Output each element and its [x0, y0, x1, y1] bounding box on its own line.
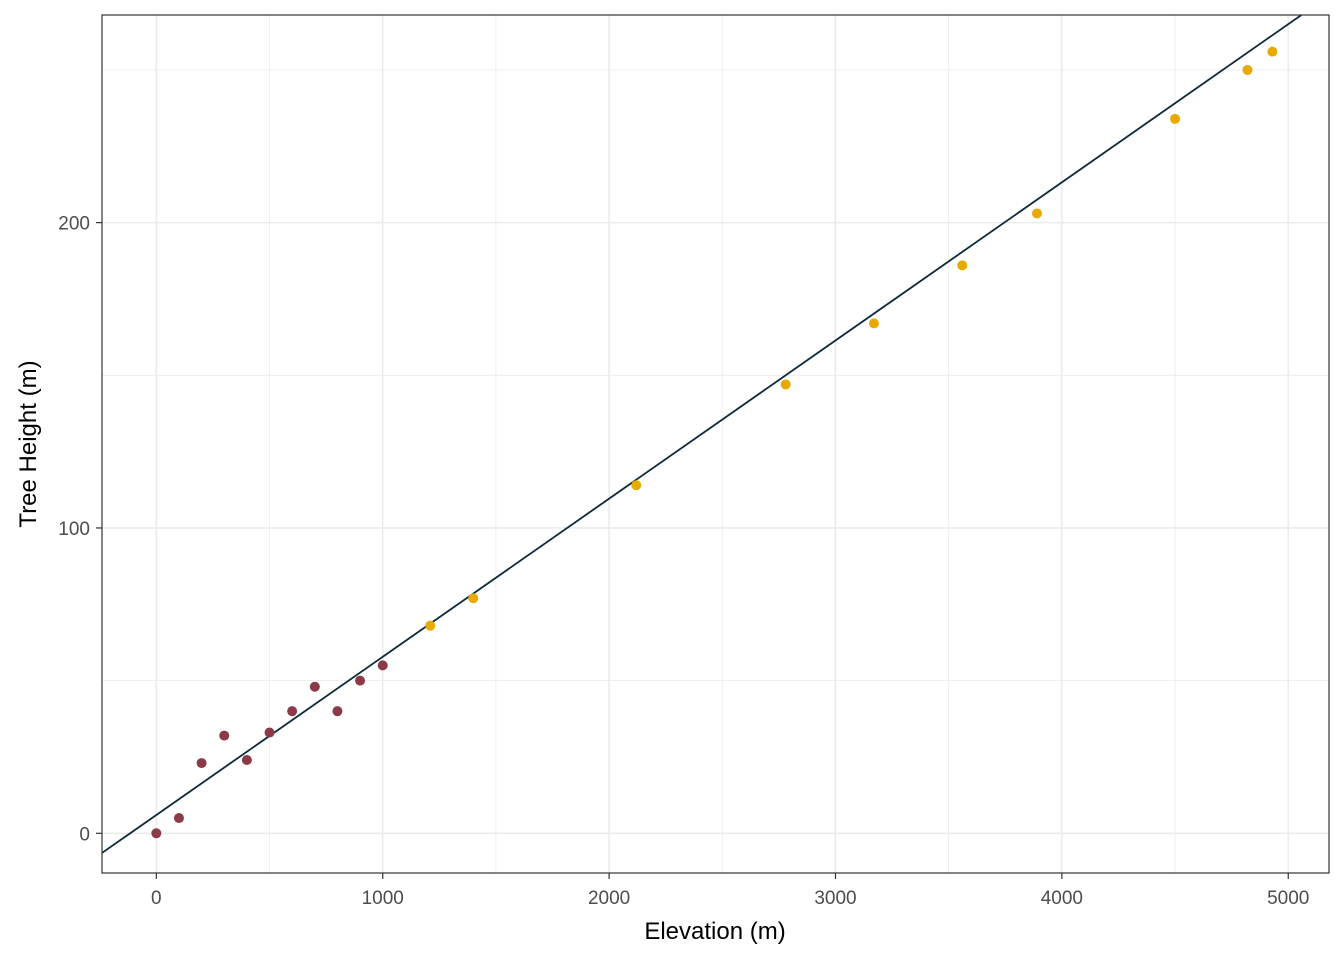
panel-border	[101, 14, 1330, 874]
y-axis-title: Tree Height (m)	[15, 360, 42, 527]
data-point	[219, 730, 230, 741]
data-point	[377, 660, 388, 671]
x-tick-label: 4000	[1041, 888, 1083, 909]
data-point	[1031, 208, 1042, 219]
data-point	[1242, 64, 1253, 75]
x-tick-label: 3000	[814, 888, 856, 909]
fit-line	[101, 14, 1302, 854]
data-point	[309, 681, 320, 692]
y-tick-label: 100	[58, 519, 90, 540]
data-point	[287, 706, 298, 717]
data-point	[780, 379, 791, 390]
data-point	[468, 593, 479, 604]
x-tick-label: 0	[151, 888, 162, 909]
data-point	[868, 318, 879, 329]
data-point	[1267, 46, 1278, 57]
x-axis-title: Elevation (m)	[644, 918, 785, 945]
grid-layer	[102, 15, 1329, 873]
data-point	[196, 758, 207, 769]
data-point	[631, 480, 642, 491]
x-tick-label: 5000	[1267, 888, 1309, 909]
x-tick-label: 1000	[362, 888, 404, 909]
data-point	[957, 260, 968, 271]
x-tick-label: 2000	[588, 888, 630, 909]
fit-line-layer	[101, 14, 1302, 854]
points-layer	[151, 46, 1278, 839]
data-point	[425, 620, 436, 631]
y-tick-label: 0	[79, 824, 90, 845]
tick-layer: 0 1000 2000 3000 4000 5000 0 100 200	[58, 214, 1309, 909]
data-point	[241, 755, 252, 766]
data-point	[264, 727, 275, 738]
data-point	[151, 828, 162, 839]
data-point	[355, 675, 366, 686]
y-tick-label: 200	[58, 214, 90, 235]
data-point	[173, 813, 184, 824]
data-point	[1170, 113, 1181, 124]
data-point	[332, 706, 343, 717]
